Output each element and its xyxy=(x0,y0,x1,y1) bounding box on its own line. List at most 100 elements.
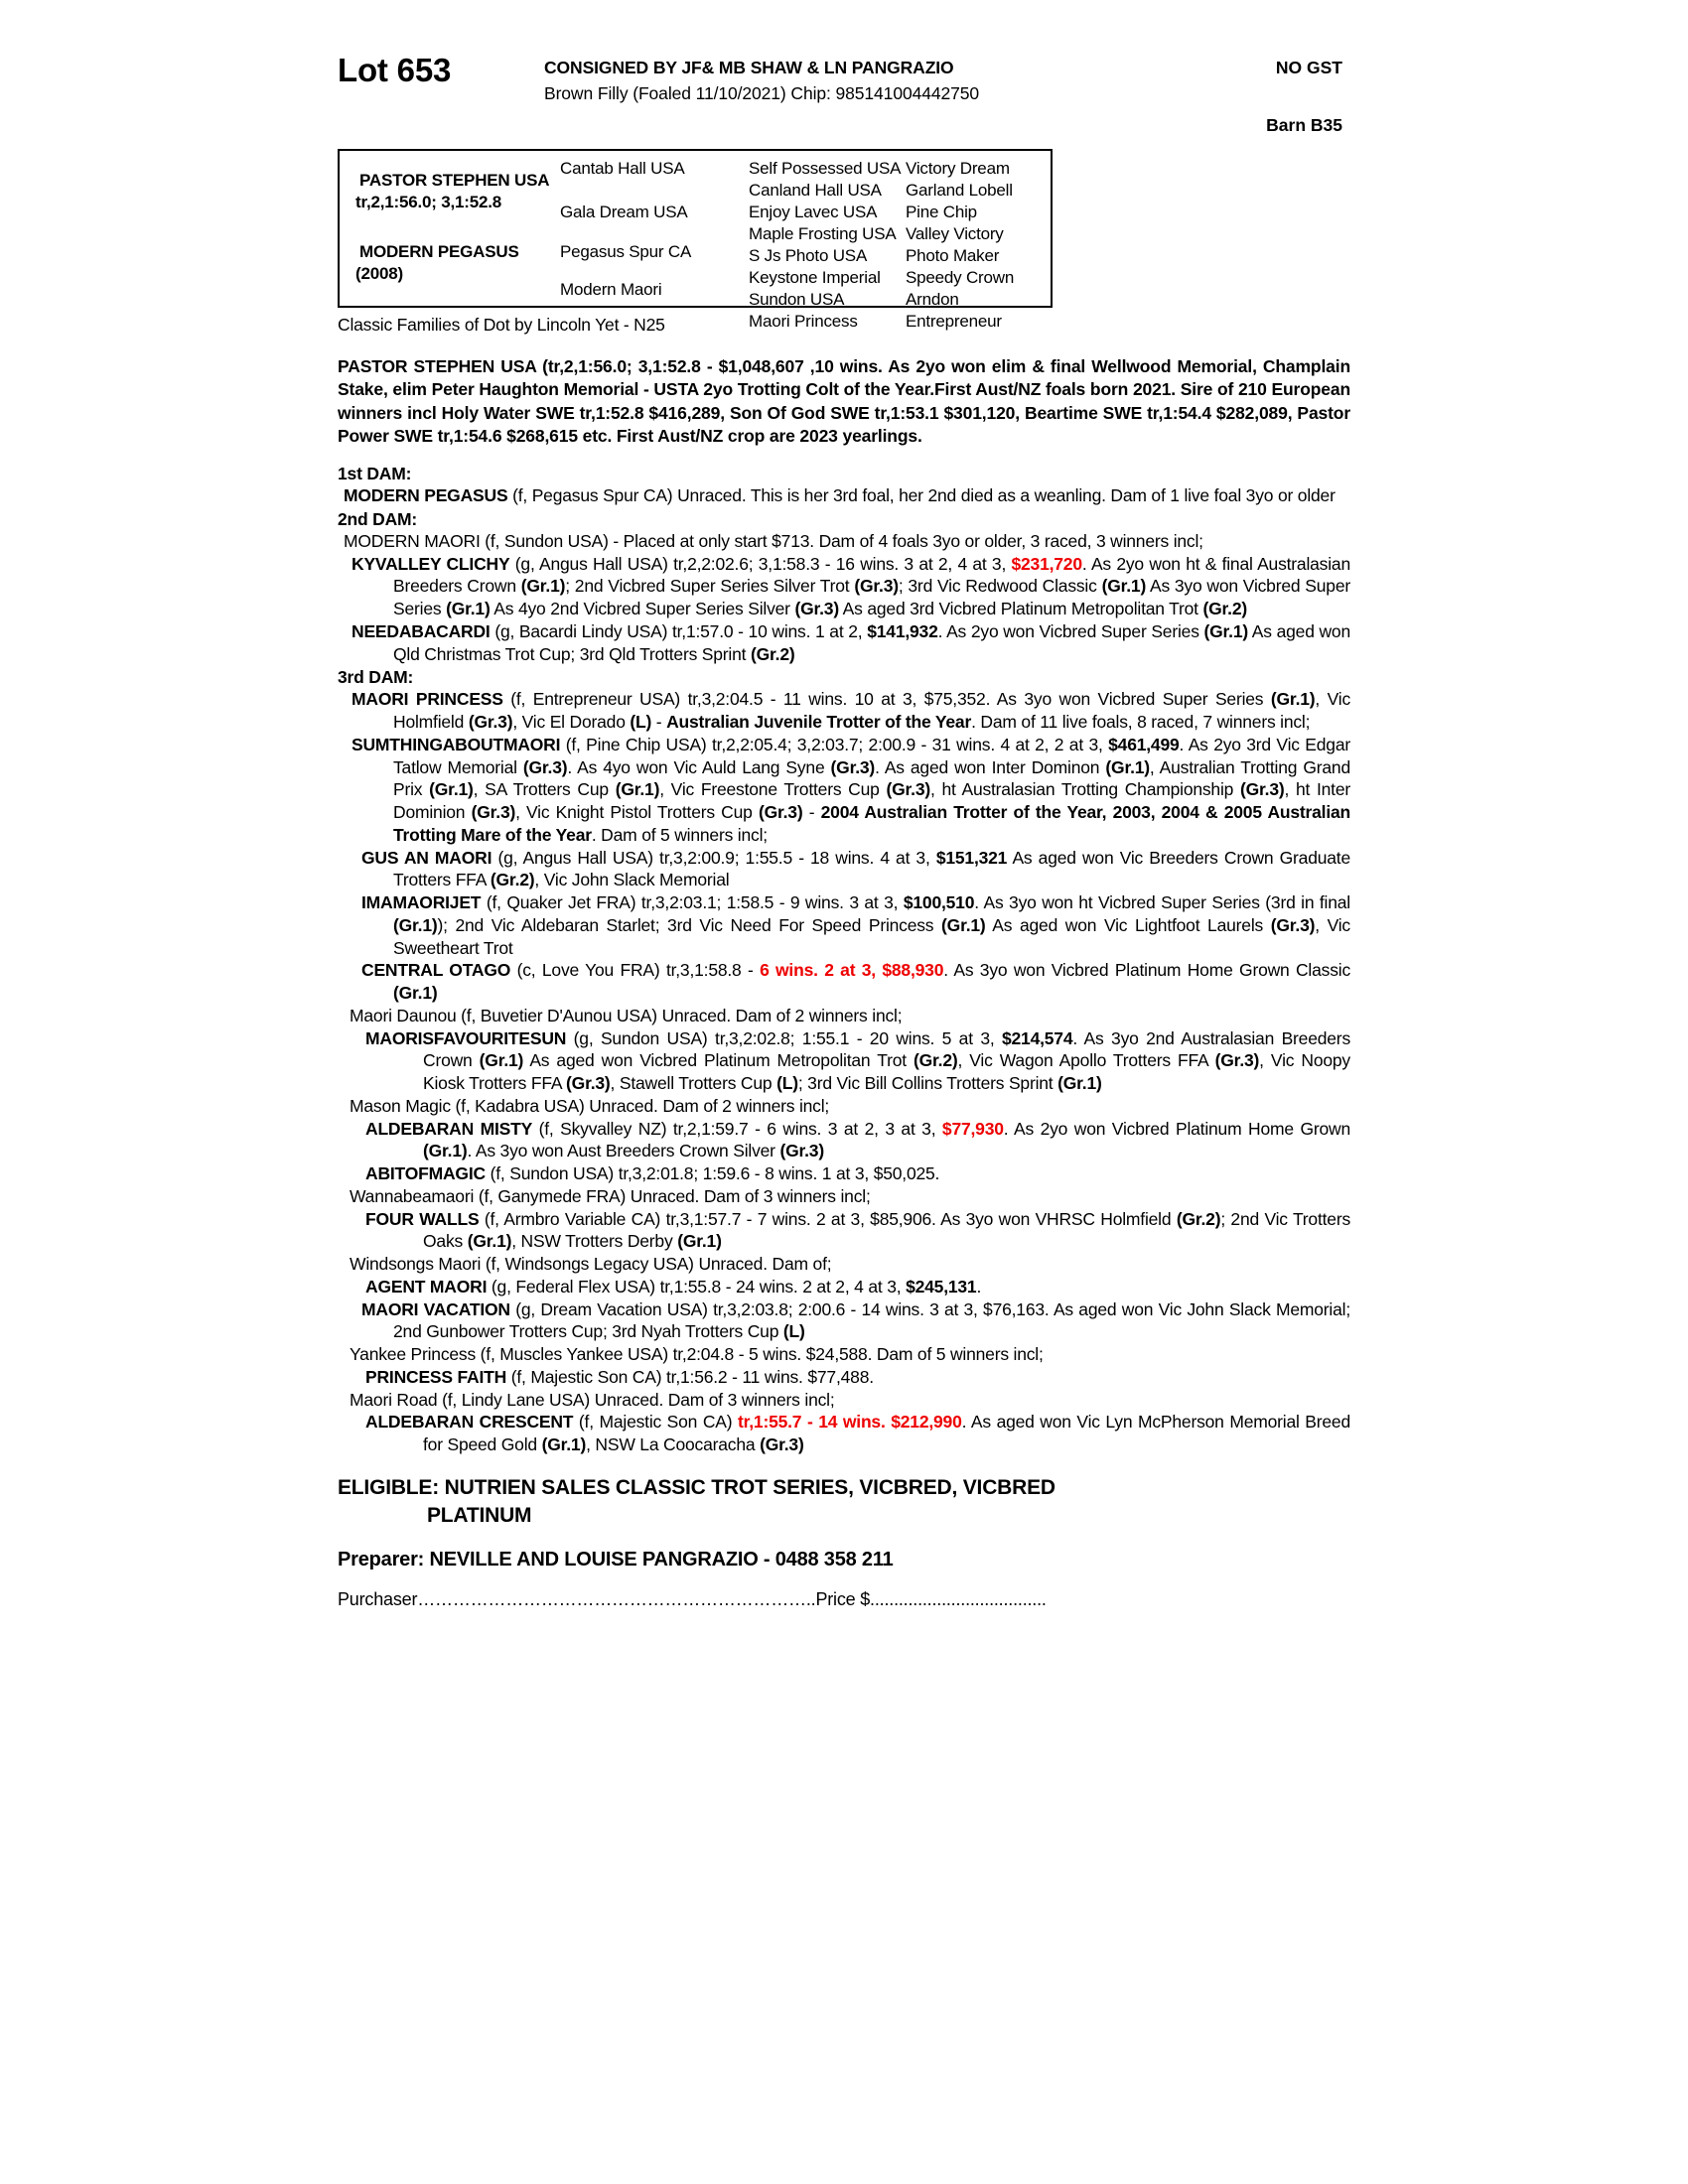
horse-detail-2: , Vic Holmfield xyxy=(393,689,1350,733)
earnings: $77,930 xyxy=(941,1118,1004,1139)
entry-needabacardi: NEEDABACARDI (g, Bacardi Lindy USA) tr,1… xyxy=(338,620,1350,666)
barn-number: Barn B35 xyxy=(1266,115,1342,135)
horse-name: MAORI VACATION xyxy=(361,1298,510,1319)
pedigree-column-4: Victory Dream Garland Lobell Pine Chip V… xyxy=(906,151,1053,331)
horse-detail-2: . xyxy=(976,1276,982,1297)
pedigree-ggp-8: Entrepreneur xyxy=(906,312,1002,331)
pedigree-gp-5: S Js Photo USA xyxy=(749,246,868,265)
entry-mason-magic: Mason Magic (f, Kadabra USA) Unraced. Da… xyxy=(350,1095,830,1116)
horse-detail-3: . As 4yo won Vic Auld Lang Syne xyxy=(567,756,831,777)
entry-maori-daunou: Maori Daunou (f, Buvetier D'Aunou USA) U… xyxy=(350,1005,903,1025)
horse-detail-3: As aged won Vicbred Platinum Metropolita… xyxy=(523,1050,914,1071)
grade-badge: (Gr.3) xyxy=(522,756,568,777)
pedigree-gp-2: Canland Hall USA xyxy=(749,181,882,200)
eligible-line-2: PLATINUM xyxy=(427,1503,532,1527)
pedigree-gp-4: Maple Frosting USA xyxy=(749,224,897,243)
dam-name: MODERN PEGASUS xyxy=(359,242,519,261)
horse-detail-7: , Vic Freestone Trotters Cup xyxy=(659,779,887,800)
pedigree-column-2: Cantab Hall USA Gala Dream USA Pegasus S… xyxy=(560,151,749,306)
horse-name: AGENT MAORI xyxy=(365,1276,488,1297)
horse-detail-3: , NSW La Coocaracha xyxy=(586,1434,761,1455)
pedigree-ggp-3: Pine Chip xyxy=(906,203,977,221)
earnings: $151,321 xyxy=(935,847,1008,868)
grade-badge: (Gr.1) xyxy=(446,599,491,619)
entry-windsongs-maori: Windsongs Maori (f, Windsongs Legacy USA… xyxy=(350,1254,832,1275)
earnings: $100,510 xyxy=(903,892,975,913)
horse-detail-12: . Dam of 5 winners incl; xyxy=(591,824,768,845)
pedigree-gp-8: Maori Princess xyxy=(749,312,858,331)
horse-detail-2: ; 2nd Vic Trotters Oaks xyxy=(423,1208,1350,1252)
horse-detail: (g, Angus Hall USA) tr,2,2:02.6; 3,1:58.… xyxy=(509,553,1012,574)
grade-badge: (L) xyxy=(776,1073,798,1094)
horse-detail-7: ; 3rd Vic Bill Collins Trotters Sprint xyxy=(797,1073,1058,1094)
horse-detail-3: . As 3yo won Aust Breeders Crown Silver xyxy=(467,1141,780,1161)
entry-maori-vacation: MAORI VACATION (g, Dream Vacation USA) t… xyxy=(338,1298,1350,1344)
third-dam-heading: 3rd DAM: xyxy=(338,667,414,688)
horse-detail-10: , Vic Knight Pistol Trotters Cup xyxy=(515,802,759,823)
horse-detail-5: . Dam of 11 live foals, 8 raced, 7 winne… xyxy=(971,712,1311,733)
consignor-line: CONSIGNED BY JF& MB SHAW & LN PANGRAZIO xyxy=(544,58,954,77)
horse-detail: (g, Federal Flex USA) tr,1:55.8 - 24 win… xyxy=(487,1276,907,1297)
grade-badge: (Gr.1) xyxy=(1057,1073,1102,1094)
earnings: $461,499 xyxy=(1108,734,1180,754)
horse-name: GUS AN MAORI xyxy=(361,847,492,868)
horse-name: NEEDABACARDI xyxy=(352,620,491,641)
horse-name: PRINCESS FAITH xyxy=(365,1366,507,1387)
grade-badge: (Gr.1) xyxy=(677,1231,722,1252)
pedigree-gp-6: Keystone Imperial xyxy=(749,268,881,287)
horse-detail-2: . As 3yo 2nd Australasian Breeders Crown xyxy=(423,1027,1350,1071)
grade-badge: (Gr.1) xyxy=(541,1434,587,1455)
horse-name: MAORISFAVOURITESUN xyxy=(365,1027,567,1048)
horse-name: CENTRAL OTAGO xyxy=(361,960,511,981)
grade-badge: (Gr.3) xyxy=(886,779,930,800)
sire-record: tr,2,1:56.0; 3,1:52.8 xyxy=(355,193,502,211)
earnings: $214,574 xyxy=(1001,1027,1073,1048)
horse-detail-4: , Vic Wagon Apollo Trotters FFA xyxy=(957,1050,1215,1071)
horse-name: ALDEBARAN CRESCENT xyxy=(365,1412,574,1433)
horse-detail-5: , Vic Sweetheart Trot xyxy=(393,914,1350,958)
pedigree-column-3: Self Possessed USA Canland Hall USA Enjo… xyxy=(749,151,906,331)
grade-badge: (Gr.3) xyxy=(471,802,516,823)
grade-badge: (Gr.3) xyxy=(830,756,876,777)
grade-badge: (Gr.2) xyxy=(913,1050,958,1071)
horse-detail-5: , Australian Trotting Grand Prix xyxy=(393,756,1350,800)
grade-badge: (Gr.3) xyxy=(1214,1050,1260,1071)
grade-badge: (Gr.3) xyxy=(1240,779,1285,800)
grade-badge: (Gr.1) xyxy=(479,1050,524,1071)
horse-detail: (g, Sundon USA) tr,3,2:02.8; 1:55.1 - 20… xyxy=(566,1027,1002,1048)
horse-name: SUMTHINGABOUTMAORI xyxy=(352,734,561,754)
pedigree-column-1: PASTOR STEPHEN USA tr,2,1:56.0; 3,1:52.8… xyxy=(352,151,560,306)
horse-detail-3: ; 2nd Vicbred Super Series Silver Trot xyxy=(565,576,855,597)
grade-badge: (Gr.1) xyxy=(423,1141,468,1161)
grade-badge: (Gr.1) xyxy=(1101,576,1147,597)
horse-detail: (f, Majestic Son CA) xyxy=(573,1412,738,1433)
horse-name: FOUR WALLS xyxy=(365,1208,480,1229)
pedigree-ggp-2: Garland Lobell xyxy=(906,181,1013,200)
horse-detail: (f, Armbro Variable CA) tr,3,1:57.7 - 7 … xyxy=(479,1208,1177,1229)
sire-dam: Gala Dream USA xyxy=(560,203,688,221)
dam-dam: Modern Maori xyxy=(560,280,662,299)
horse-detail-4: - xyxy=(651,712,667,733)
horse-detail: (c, Love You FRA) tr,3,1:58.8 - xyxy=(510,960,761,981)
grade-badge: (Gr.2) xyxy=(1176,1208,1221,1229)
entry-yankee-princess: Yankee Princess (f, Muscles Yankee USA) … xyxy=(350,1344,1044,1365)
horse-detail-6: , Stawell Trotters Cup xyxy=(610,1073,777,1094)
horse-detail-9: , ht Inter Dominion xyxy=(393,779,1350,823)
horse-name: ALDEBARAN MISTY xyxy=(365,1118,533,1139)
dam-year: (2008) xyxy=(355,264,403,283)
page-header: Lot 653 CONSIGNED BY JF& MB SHAW & LN PA… xyxy=(338,44,1350,135)
horse-detail-8: , ht Australasian Trotting Championship xyxy=(929,779,1240,800)
entry-aldebaran-crescent: ALDEBARAN CRESCENT (f, Majestic Son CA) … xyxy=(338,1411,1350,1456)
horse-detail-2: . As 2yo won Vicbred Platinum Home Grown xyxy=(1003,1118,1350,1139)
eligible-block: ELIGIBLE: NUTRIEN SALES CLASSIC TROT SER… xyxy=(338,1474,1350,1529)
classic-families-line: Classic Families of Dot by Lincoln Yet -… xyxy=(338,315,665,335)
entry-maori-road: Maori Road (f, Lindy Lane USA) Unraced. … xyxy=(350,1389,835,1410)
grade-badge: (Gr.3) xyxy=(760,1434,804,1455)
gst-status: NO GST xyxy=(1275,58,1342,77)
earnings: tr,1:55.7 - 14 wins. $212,990 xyxy=(737,1412,962,1433)
horse-detail-5: , Vic Noopy Kiosk Trotters FFA xyxy=(423,1050,1350,1094)
horse-detail-2: . As 2yo won ht & final Australasian Bre… xyxy=(393,553,1350,597)
horse-detail: (f, Pegasus Spur CA) Unraced. This is he… xyxy=(507,485,1336,506)
grade-badge: (Gr.2) xyxy=(1202,599,1248,619)
horse-detail: (f, Sundon USA) tr,3,2:01.8; 1:59.6 - 8 … xyxy=(485,1163,940,1184)
